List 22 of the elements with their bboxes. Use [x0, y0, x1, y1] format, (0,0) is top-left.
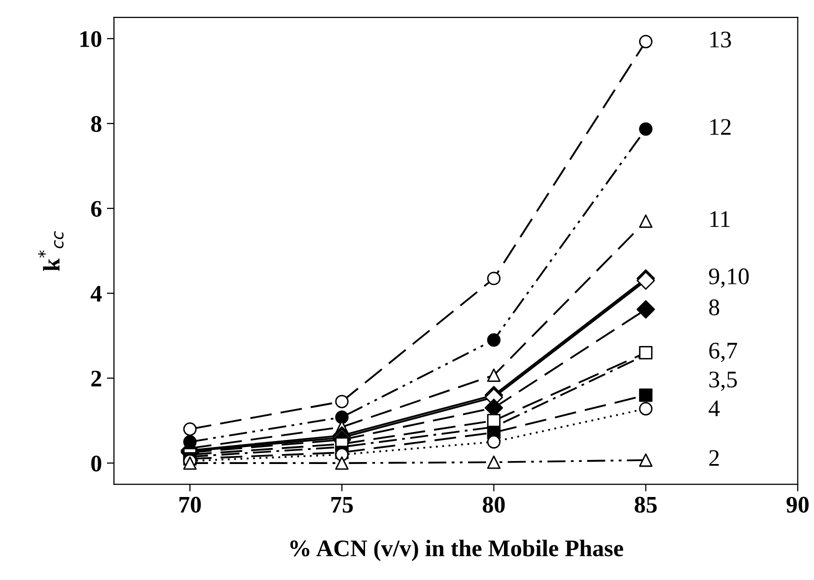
x-tick-label: 75 [331, 497, 353, 513]
text: 9,10 [709, 268, 749, 288]
x-tick-label: 85 [634, 496, 657, 513]
y-tick-label: 6 [91, 200, 102, 217]
text: 6,7 [709, 342, 738, 362]
text: 4 [708, 400, 720, 416]
text: 2 [709, 450, 719, 466]
x-axis-title: % ACN (v/v) in the Mobile Phase [290, 540, 624, 562]
x-tick-label: 90 [786, 496, 809, 513]
x-tick-label: 80 [482, 496, 505, 513]
y-tick-label: 8 [91, 116, 102, 132]
text: 3,5 [709, 372, 737, 391]
text: 11 [710, 211, 730, 227]
y-tick-label: 10 [80, 31, 102, 48]
text: 12 [710, 119, 731, 135]
text: 8 [709, 299, 720, 316]
y-tick-label: 0 [91, 456, 102, 472]
y-axis-title: k$^{*}$$_{cc}$ [38, 231, 64, 271]
y-tick-label: 2 [91, 370, 102, 386]
x-tick-label: 70 [179, 496, 201, 513]
text: 13 [710, 32, 731, 48]
y-tick-label: 4 [90, 286, 102, 302]
